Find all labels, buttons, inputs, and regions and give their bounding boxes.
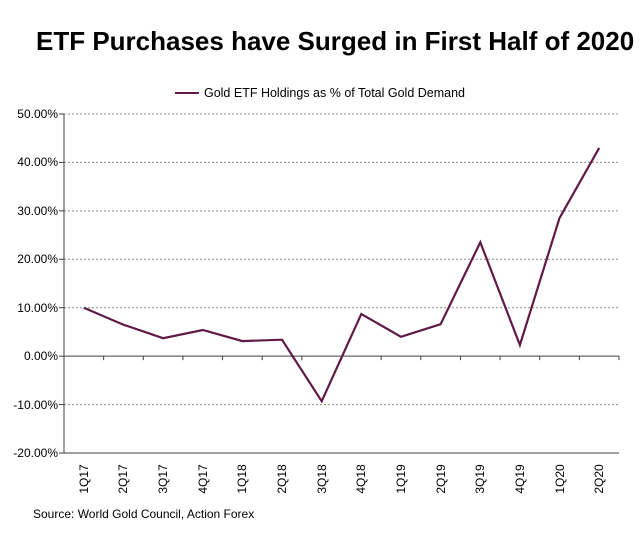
x-axis-tick-label: 2Q19 [433,464,448,494]
y-axis-tick-label: 30.00% [17,203,58,218]
x-axis-tick-label: 3Q19 [473,464,488,494]
x-axis-tick-label: 2Q18 [275,464,290,494]
y-axis-tick-label: 40.00% [17,155,58,170]
x-axis-tick-label: 3Q18 [314,464,329,494]
y-axis-tick-label: 10.00% [17,300,58,315]
source-note: Source: World Gold Council, Action Forex [33,507,255,521]
y-axis-tick-label: -10.00% [13,397,58,412]
legend-label: Gold ETF Holdings as % of Total Gold Dem… [203,86,465,100]
x-axis-tick-label: 2Q20 [592,464,607,494]
x-axis-tick-label: 1Q20 [552,464,567,494]
y-axis-tick-label: 50.00% [17,107,58,121]
x-axis-tick-label: 2Q17 [116,464,131,494]
y-axis-tick-label: -20.00% [13,446,58,460]
legend: Gold ETF Holdings as % of Total Gold Dem… [0,86,640,100]
chart-title: ETF Purchases have Surged in First Half … [36,26,635,56]
x-axis-tick-label: 1Q17 [76,464,91,494]
y-axis-tick-label: 0.00% [23,349,58,364]
legend-line-swatch [174,92,199,94]
series-line-gold-etf-holdings [83,147,601,404]
x-axis-tick-label: 1Q19 [393,464,408,494]
y-axis-tick-label: 20.00% [17,252,58,267]
x-axis-tick-label: 1Q18 [235,464,250,494]
x-axis-tick-label: 3Q17 [156,464,171,494]
x-axis-tick-label: 4Q19 [512,464,527,494]
x-axis-tick-label: 4Q17 [195,464,210,494]
x-axis-tick-label: 4Q18 [354,464,369,494]
